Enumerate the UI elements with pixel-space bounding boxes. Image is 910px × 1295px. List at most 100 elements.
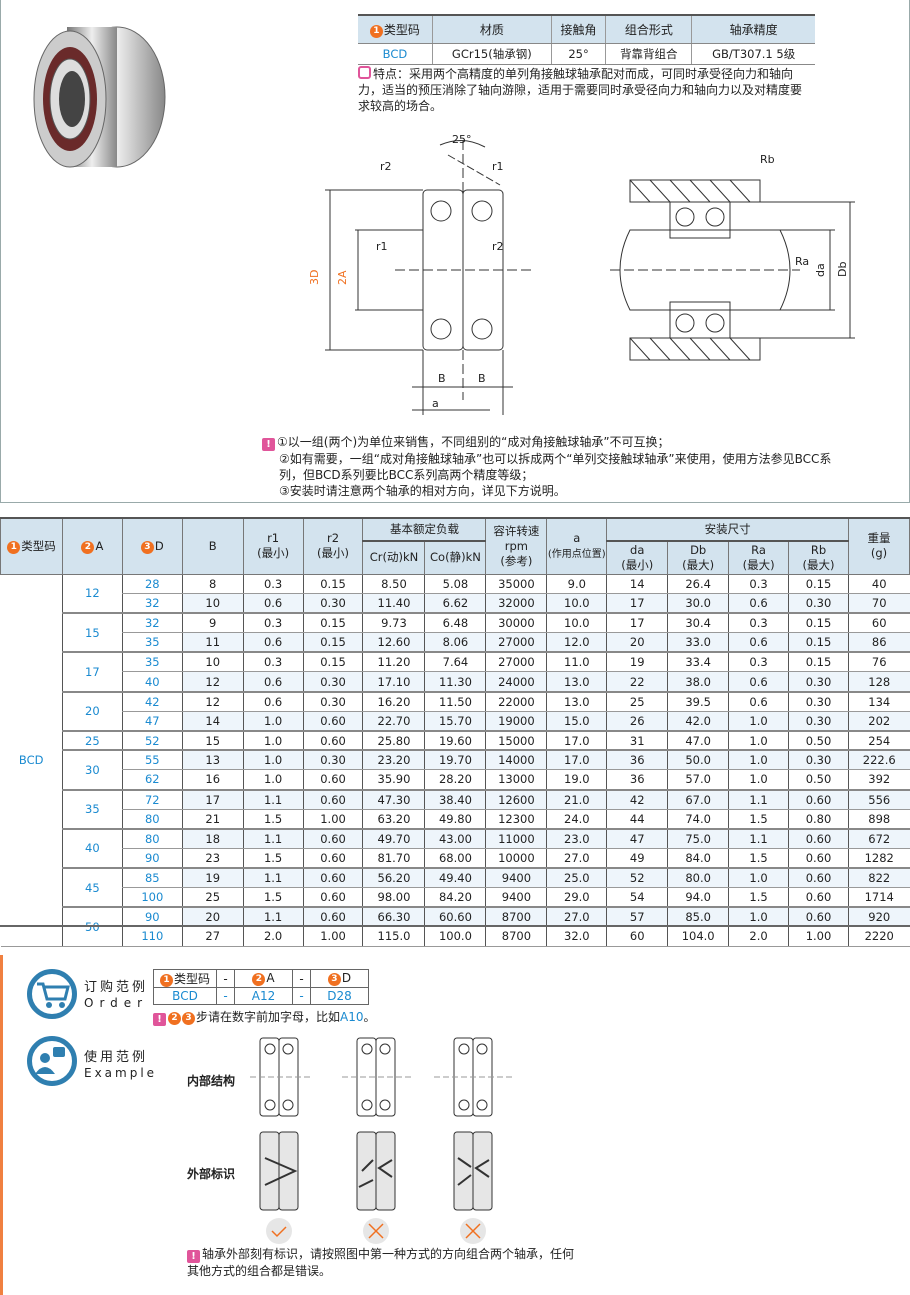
- number-badge: 3: [182, 1012, 195, 1025]
- cell: 202: [847, 711, 910, 732]
- cell: 110: [121, 926, 183, 947]
- cell: 0.30: [788, 711, 849, 732]
- cell: 1.00: [788, 926, 849, 947]
- cell: 25.0: [546, 866, 607, 888]
- r1-label: r1: [492, 160, 504, 173]
- min: (最小): [317, 546, 350, 561]
- cell: 1.0: [242, 769, 304, 791]
- cell: 47: [121, 711, 183, 732]
- col-A-label: A: [95, 538, 104, 553]
- cell: 32: [121, 593, 183, 614]
- cell: 47: [606, 827, 668, 849]
- type-cell: BCD: [0, 574, 63, 947]
- cell: 1.5: [242, 887, 304, 908]
- table-row: 32 10 0.6 0.30 11.40 6.62 32000 10.0 17 30.0 0.6 0.…: [1, 593, 910, 614]
- cell: 222.6: [847, 749, 910, 771]
- cell: 30.4: [667, 612, 729, 634]
- cell: 1.5: [242, 848, 304, 869]
- cell: 9: [181, 612, 244, 634]
- cell: 49.80: [424, 809, 486, 830]
- cell: 0.50: [788, 729, 849, 751]
- table-row: 15 32 9 0.3 0.15 9.73 6.48 30000 10.0 17 30.4 0.3 0.…: [1, 612, 910, 653]
- cell: 10.0: [546, 593, 607, 614]
- cell: 0.60: [788, 827, 849, 849]
- cell: 9400: [485, 887, 547, 908]
- cell: 0.60: [788, 906, 849, 928]
- table-row: 40 12 0.6 0.30 17.10 11.30 24000 13.0 22 38.0 0.6 0…: [1, 671, 910, 693]
- cell: 0.60: [302, 729, 363, 751]
- cell: 0.50: [788, 769, 849, 791]
- cell: 42.0: [667, 711, 729, 732]
- cell: 23.20: [362, 749, 425, 771]
- cell: 1714: [847, 887, 910, 908]
- table-row: 35 11 0.6 0.15 12.60 8.06 27000 12.0 20 33.0 0.6 0.…: [1, 632, 910, 653]
- cell: 16.20: [362, 690, 425, 712]
- example-correct: [250, 1037, 310, 1211]
- a: a: [573, 530, 581, 545]
- cell: 1.0: [242, 729, 304, 751]
- cell: 0.6: [728, 690, 789, 712]
- cell: 1.0: [242, 749, 304, 771]
- cell: 1.5: [728, 809, 789, 830]
- cell: 0.60: [302, 848, 363, 869]
- cell: 15.0: [546, 711, 607, 732]
- cell: 8.50: [362, 574, 425, 595]
- col-Ra: Ra (最大): [728, 540, 790, 575]
- cell: 0.6: [728, 632, 789, 653]
- cell: 13000: [485, 769, 547, 791]
- cell: 25: [181, 887, 244, 908]
- notes: ! ①以一组(两个)为单位来销售，不同组别的“成对角接触球轴承”不可互换； ②如有…: [262, 434, 902, 499]
- cell: 11.20: [362, 651, 425, 673]
- cell: 0.60: [788, 866, 849, 888]
- cell: 11: [181, 632, 244, 653]
- col-load: 基本额定负载: [362, 517, 487, 542]
- cell: 0.15: [302, 651, 363, 673]
- col-Rb: Rb (最大): [788, 540, 849, 575]
- cell: 28: [121, 574, 183, 595]
- col-co: Co(静)kN: [424, 540, 487, 575]
- cell: 39.5: [667, 690, 729, 712]
- cell: 1.00: [302, 809, 363, 830]
- A-cell: 17: [61, 651, 123, 693]
- cell: 85: [121, 866, 183, 888]
- cell: 63.20: [362, 809, 425, 830]
- spec-combo: 背靠背组合: [605, 43, 692, 65]
- cell: 0.6: [242, 632, 304, 653]
- cell: 10: [181, 651, 244, 673]
- cell: 1.0: [728, 711, 789, 732]
- spec-header-material: 材质: [431, 14, 552, 44]
- number-badge: 1: [7, 540, 21, 554]
- order-v-type: BCD: [153, 987, 217, 1005]
- col-r1: r1 (最小): [242, 517, 304, 575]
- cell: 22.70: [362, 711, 425, 732]
- cell: 1.0: [728, 866, 789, 888]
- col-speed: 容许转速 rpm (参考): [485, 517, 548, 575]
- order-h-dash: -: [292, 969, 311, 988]
- cell: 0.30: [788, 671, 849, 693]
- order-note: ! 2 3 步请在数字前加字母，比如A10。: [153, 1008, 376, 1026]
- a-sub: (作用点位置): [547, 548, 606, 560]
- cell: 11.30: [424, 671, 486, 693]
- cell: 11.50: [424, 690, 486, 712]
- Ra-label: Ra: [795, 255, 809, 268]
- cell: 104.0: [667, 926, 729, 947]
- cell: 26: [606, 711, 668, 732]
- cell: 5.08: [424, 574, 486, 595]
- cell: 12: [181, 690, 244, 712]
- number-badge: 1: [159, 974, 173, 987]
- a-label: a: [432, 397, 439, 410]
- warning-icon: !: [153, 1013, 166, 1026]
- cell: 33.4: [667, 651, 729, 673]
- cell: 17.0: [546, 749, 607, 771]
- cell: 13: [181, 749, 244, 771]
- cell: 115.0: [362, 926, 425, 947]
- B-label-2: B: [478, 372, 486, 385]
- table-row: 20 42 12 0.6 0.30 16.20 11.50 22000 13.0 25 39.5 0.…: [1, 690, 910, 732]
- da-label: da: [814, 263, 827, 277]
- cell: 8.06: [424, 632, 486, 653]
- cell: 62: [121, 769, 183, 791]
- h: 类型码: [173, 972, 210, 986]
- angle-label: 25°: [452, 133, 472, 146]
- cell: 52: [606, 866, 668, 888]
- cell: 0.30: [788, 593, 849, 614]
